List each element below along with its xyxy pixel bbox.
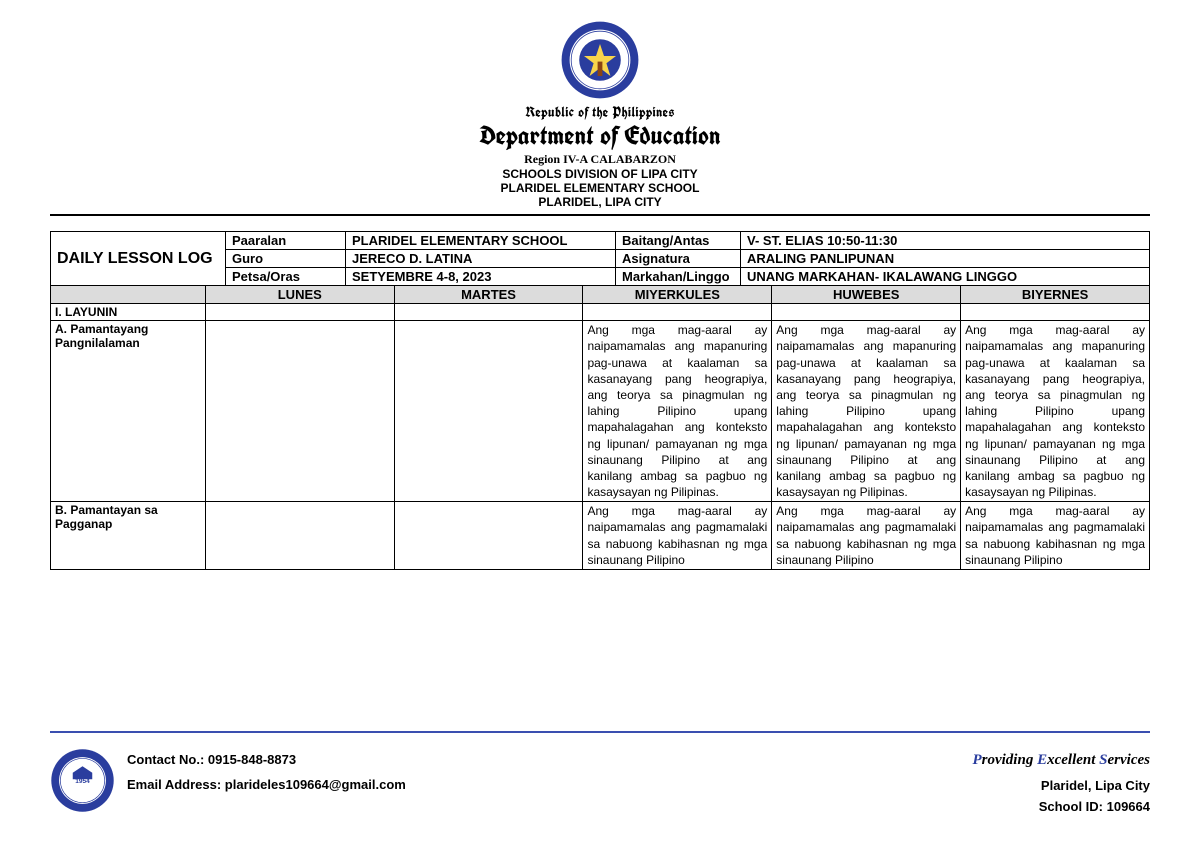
tagline: Providing Excellent Services <box>972 748 1150 772</box>
info-label: Paaralan <box>226 232 346 250</box>
email-line: Email Address: plarideles109664@gmail.co… <box>127 773 406 798</box>
empty-cell <box>583 304 772 321</box>
info-label: Markahan/Linggo <box>616 268 741 286</box>
dll-title: DAILY LESSON LOG <box>51 232 226 286</box>
school-line: PLARIDEL ELEMENTARY SCHOOL <box>50 181 1150 195</box>
empty-cell <box>205 304 394 321</box>
row-label: B. Pamantayan sa Pagganap <box>51 502 206 570</box>
school-logo-icon: 1954 <box>50 748 115 813</box>
location-line: PLARIDEL, LIPA CITY <box>50 195 1150 209</box>
corner-blank <box>51 286 206 304</box>
day-header: MIYERKULES <box>583 286 772 304</box>
info-label: Petsa/Oras <box>226 268 346 286</box>
content-cell: Ang mga mag-aaral ay naipamamalas ang ma… <box>583 321 772 502</box>
empty-cell <box>961 304 1150 321</box>
row-label: A. Pamantayang Pangnilalaman <box>51 321 206 502</box>
content-cell <box>394 502 583 570</box>
info-value: JERECO D. LATINA <box>346 250 616 268</box>
content-cell <box>205 502 394 570</box>
section-label: I. LAYUNIN <box>51 304 206 321</box>
info-value: SETYEMBRE 4-8, 2023 <box>346 268 616 286</box>
lesson-table: LUNES MARTES MIYERKULES HUWEBES BIYERNES… <box>50 285 1150 570</box>
footer-school-id: School ID: 109664 <box>972 797 1150 818</box>
content-cell: Ang mga mag-aaral ay naipamamalas ang ma… <box>961 321 1150 502</box>
content-cell: Ang mga mag-aaral ay naipamamalas ang ma… <box>772 321 961 502</box>
footer-right: Providing Excellent Services Plaridel, L… <box>972 748 1150 818</box>
day-header: BIYERNES <box>961 286 1150 304</box>
day-header-row: LUNES MARTES MIYERKULES HUWEBES BIYERNES <box>51 286 1150 304</box>
info-value: PLARIDEL ELEMENTARY SCHOOL <box>346 232 616 250</box>
day-header: HUWEBES <box>772 286 961 304</box>
deped-seal-icon <box>560 20 640 100</box>
division-line: SCHOOLS DIVISION OF LIPA CITY <box>50 167 1150 181</box>
content-cell <box>394 321 583 502</box>
info-value: UNANG MARKAHAN- IKALAWANG LINGGO <box>741 268 1150 286</box>
info-label: Baitang/Antas <box>616 232 741 250</box>
day-header: MARTES <box>394 286 583 304</box>
footer-contact: Contact No.: 0915-848-8873 Email Address… <box>127 748 406 797</box>
day-header: LUNES <box>205 286 394 304</box>
info-value: ARALING PANLIPUNAN <box>741 250 1150 268</box>
footer: 1954 Contact No.: 0915-848-8873 Email Ad… <box>50 748 1150 818</box>
empty-cell <box>772 304 961 321</box>
header-divider <box>50 214 1150 216</box>
department-line: Department of Education <box>50 121 1150 152</box>
content-cell: Ang mga mag-aaral ay naipamamalas ang pa… <box>772 502 961 570</box>
table-row: A. Pamantayang Pangnilalaman Ang mga mag… <box>51 321 1150 502</box>
content-cell: Ang mga mag-aaral ay naipamamalas ang pa… <box>961 502 1150 570</box>
info-table: DAILY LESSON LOG Paaralan PLARIDEL ELEME… <box>50 231 1150 286</box>
content-cell <box>205 321 394 502</box>
footer-divider <box>50 731 1150 733</box>
content-cell: Ang mga mag-aaral ay naipamamalas ang pa… <box>583 502 772 570</box>
letterhead: Republic of the Philippines Department o… <box>50 20 1150 209</box>
table-row: B. Pamantayan sa Pagganap Ang mga mag-aa… <box>51 502 1150 570</box>
section-row: I. LAYUNIN <box>51 304 1150 321</box>
empty-cell <box>394 304 583 321</box>
contact-line: Contact No.: 0915-848-8873 <box>127 748 406 773</box>
footer-city: Plaridel, Lipa City <box>972 776 1150 797</box>
info-label: Asignatura <box>616 250 741 268</box>
info-value: V- ST. ELIAS 10:50-11:30 <box>741 232 1150 250</box>
region-line: Region IV-A CALABARZON <box>50 152 1150 167</box>
info-label: Guro <box>226 250 346 268</box>
